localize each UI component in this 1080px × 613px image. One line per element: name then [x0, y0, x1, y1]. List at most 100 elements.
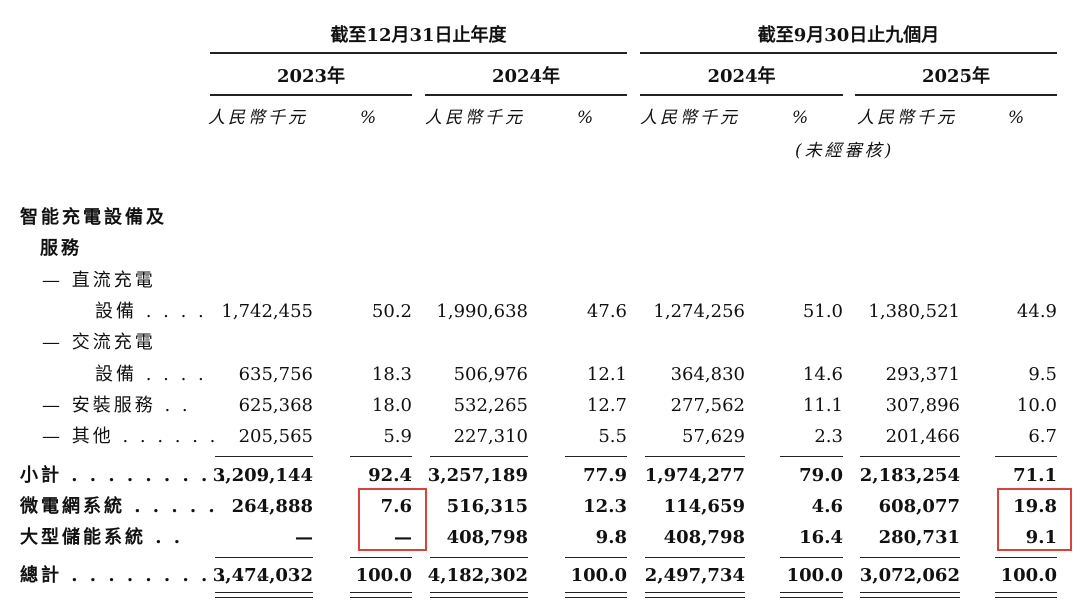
row-label: 智能充電設備及 [20, 207, 167, 228]
row-label: 總計 . . . . . . . . . . . [20, 565, 266, 586]
double-rule [430, 592, 528, 593]
cell-value: 92.4 [368, 465, 412, 486]
cell-value: 3,072,062 [859, 565, 960, 586]
cell-value: 12.1 [586, 364, 627, 385]
unit-header: % [1008, 108, 1028, 128]
sum-rule [215, 557, 313, 558]
unit-header: 人民幣千元 [425, 108, 525, 128]
rule [640, 94, 843, 96]
row-label: 小計 . . . . . . . . . . . [20, 465, 266, 486]
cell-value: 19.8 [1013, 496, 1057, 517]
double-rule [780, 592, 843, 593]
cell-value: 2,497,734 [644, 565, 745, 586]
row-label: — 交流充電 [42, 332, 156, 353]
double-rule [215, 597, 313, 598]
year-header: 2024年 [491, 66, 561, 87]
cell-value: 100.0 [786, 565, 843, 586]
cell-value: 635,756 [238, 364, 313, 385]
sum-rule [565, 456, 627, 457]
sum-rule [860, 456, 960, 457]
cell-value: 264,888 [231, 496, 313, 517]
double-rule [645, 597, 745, 598]
cell-value: 408,798 [446, 527, 528, 548]
sum-rule [430, 456, 528, 457]
double-rule [995, 597, 1057, 598]
cell-value: 7.6 [380, 496, 412, 517]
sum-rule [995, 456, 1057, 457]
rule [210, 94, 412, 96]
cell-value: 4,182,302 [427, 565, 528, 586]
highlight-box [997, 488, 1072, 551]
unit-header: 人民幣千元 [208, 108, 308, 128]
cell-value: 16.4 [799, 527, 843, 548]
cell-value: 3,474,032 [212, 565, 313, 586]
cell-value: 18.0 [371, 395, 412, 416]
row-label: 設備 . . . . [95, 364, 207, 385]
cell-value: 71.1 [1013, 465, 1057, 486]
row-label: 微電網系統 . . . . . [20, 496, 218, 517]
cell-value: 51.0 [802, 301, 843, 322]
cell-value: 18.3 [371, 364, 412, 385]
double-rule [350, 597, 412, 598]
cell-value: 12.7 [586, 395, 627, 416]
cell-value: 1,274,256 [653, 301, 745, 322]
cell-value: 608,077 [878, 496, 960, 517]
cell-value: 77.9 [583, 465, 627, 486]
rule [425, 94, 627, 96]
cell-value: 1,742,455 [221, 301, 313, 322]
cell-value: 293,371 [885, 364, 960, 385]
cell-value: 50.2 [371, 301, 412, 322]
highlight-box [358, 488, 427, 551]
cell-value: 201,466 [885, 426, 960, 447]
row-label: 大型儲能系統 . . [20, 527, 184, 548]
group-header: 截至12月31日止年度 [330, 25, 507, 46]
cell-value: 1,380,521 [868, 301, 960, 322]
sum-rule [430, 557, 528, 558]
cell-value: 205,565 [238, 426, 313, 447]
double-rule [565, 592, 627, 593]
cell-value: — [394, 527, 412, 548]
unit-header: % [360, 108, 380, 128]
cell-value: 1,990,638 [436, 301, 528, 322]
cell-value: 57,629 [682, 426, 745, 447]
cell-value: 625,368 [238, 395, 313, 416]
sum-rule [565, 557, 627, 558]
row-label: — 其他 . . . . . . [42, 426, 219, 447]
cell-value: 9.8 [595, 527, 627, 548]
cell-value: 2.3 [814, 426, 843, 447]
rule [640, 52, 1057, 54]
sum-rule [995, 557, 1057, 558]
unit-header: % [792, 108, 812, 128]
cell-value: 3,209,144 [212, 465, 313, 486]
cell-value: 47.6 [586, 301, 627, 322]
cell-value: 79.0 [799, 465, 843, 486]
group-header: 截至9月30日止九個月 [757, 25, 940, 46]
sum-rule [645, 557, 745, 558]
rule [210, 52, 627, 54]
sum-rule [780, 456, 843, 457]
sum-rule [645, 456, 745, 457]
year-header: 2024年 [707, 66, 776, 87]
cell-value: 11.1 [802, 395, 843, 416]
cell-value: 5.5 [598, 426, 627, 447]
double-rule [995, 592, 1057, 593]
unit-header: % [577, 108, 597, 128]
unaudited-note: (未經審核) [795, 141, 895, 161]
year-header: 2023年 [276, 66, 346, 87]
row-label: — 安裝服務 . . [42, 395, 191, 416]
cell-value: 227,310 [453, 426, 528, 447]
cell-value: 12.3 [583, 496, 627, 517]
cell-value: 2,183,254 [859, 465, 960, 486]
cell-value: 3,257,189 [427, 465, 528, 486]
unit-header: 人民幣千元 [857, 108, 957, 128]
cell-value: 307,896 [885, 395, 960, 416]
row-label: 設備 . . . . [95, 301, 207, 322]
sum-rule [860, 557, 960, 558]
cell-value: 1,974,277 [644, 465, 745, 486]
sum-rule [780, 557, 843, 558]
cell-value: 532,265 [453, 395, 528, 416]
cell-value: — [295, 527, 313, 548]
double-rule [645, 592, 745, 593]
cell-value: 9.5 [1028, 364, 1057, 385]
